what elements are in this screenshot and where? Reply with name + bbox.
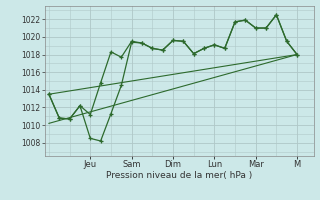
X-axis label: Pression niveau de la mer( hPa ): Pression niveau de la mer( hPa ) <box>106 171 252 180</box>
